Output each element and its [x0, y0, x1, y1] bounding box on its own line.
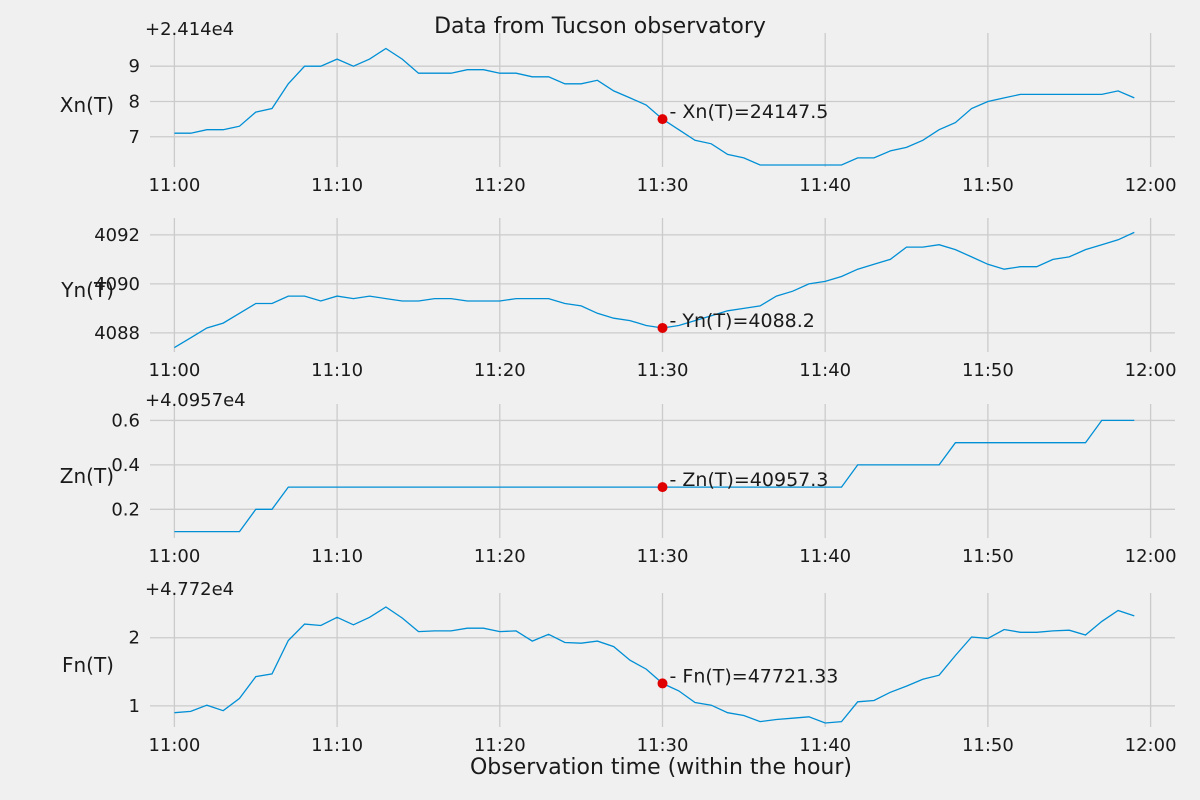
x-tick-label: 11:00	[148, 360, 200, 381]
y-axis-label: Fn(T)	[62, 653, 114, 677]
y-tick-label: 8	[129, 91, 140, 112]
x-tick-label: 11:20	[474, 735, 526, 756]
x-tick-label: 11:30	[637, 546, 689, 567]
x-tick-label: 11:00	[148, 546, 200, 567]
x-tick-label: 11:50	[962, 735, 1014, 756]
panel-xnt: 11:00 11:10 11:20 11:30 11:40 11:50 12:00 7 8 9 Xn…	[60, 19, 1177, 196]
x-tick-label: 11:40	[799, 175, 851, 196]
axis-offset-label: +4.772e4	[145, 579, 234, 600]
y-tick-label: 2	[129, 628, 140, 649]
panels: 11:00 11:10 11:20 11:30 11:40 11:50 12:00 7 8 9 Xn…	[60, 19, 1177, 756]
x-tick-label: 11:20	[474, 546, 526, 567]
marker-point	[657, 322, 668, 333]
y-tick-label: 9	[129, 56, 140, 77]
x-tick-label: 12:00	[1125, 360, 1177, 381]
y-tick-label: 4088	[94, 323, 140, 344]
axis-offset-label: +4.0957e4	[145, 390, 246, 411]
panel-znt: 11:00 11:10 11:20 11:30 11:40 11:50 12:00 0.2 0.…	[60, 390, 1177, 567]
x-tick-label: 11:40	[799, 360, 851, 381]
x-tick-label: 11:30	[637, 360, 689, 381]
y-axis-label: Xn(T)	[60, 93, 114, 117]
panel-ynt: 11:00 11:10 11:20 11:30 11:40 11:50 12:00 4088 4…	[60, 218, 1177, 381]
x-tick-label: 11:50	[962, 175, 1014, 196]
x-tick-label: 12:00	[1125, 175, 1177, 196]
annotation-label: - Zn(T)=40957.3	[670, 469, 829, 491]
x-tick-label: 11:10	[311, 735, 363, 756]
annotation-label: - Yn(T)=4088.2	[670, 310, 815, 332]
x-tick-label: 12:00	[1125, 546, 1177, 567]
x-tick-label: 11:10	[311, 546, 363, 567]
x-tick-label: 11:00	[148, 175, 200, 196]
x-tick-label: 11:30	[637, 735, 689, 756]
x-tick-label: 11:00	[148, 735, 200, 756]
x-tick-label: 11:50	[962, 546, 1014, 567]
y-tick-label: 0.4	[111, 455, 140, 476]
x-tick-label: 11:20	[474, 175, 526, 196]
y-axis-label: Zn(T)	[60, 464, 114, 488]
y-tick-label: 0.2	[111, 499, 140, 520]
x-tick-label: 11:30	[637, 175, 689, 196]
marker-point	[657, 114, 668, 125]
x-axis-label: Observation time (within the hour)	[470, 755, 852, 780]
panel-fnt: 11:00 11:10 11:20 11:30 11:40 11:50 12:00 1 2 Fn(…	[62, 579, 1177, 756]
axis-offset-label: +2.414e4	[145, 19, 234, 40]
series-line-Xn(T)	[174, 47, 1135, 166]
annotation-label: - Fn(T)=47721.33	[670, 665, 839, 687]
y-axis-label: Yn(T)	[60, 278, 114, 302]
series-line-Fn(T)	[174, 606, 1135, 724]
y-tick-label: 0.6	[111, 410, 140, 431]
x-tick-label: 11:10	[311, 360, 363, 381]
x-tick-label: 11:10	[311, 175, 363, 196]
chart-title: Data from Tucson observatory	[434, 14, 766, 39]
marker-point	[657, 482, 668, 493]
x-tick-label: 11:20	[474, 360, 526, 381]
y-tick-label: 4092	[94, 225, 140, 246]
y-tick-label: 1	[129, 696, 140, 717]
series-line-Yn(T)	[174, 231, 1135, 349]
series-line-Zn(T)	[174, 419, 1135, 533]
x-tick-label: 12:00	[1125, 735, 1177, 756]
annotation-label: - Xn(T)=24147.5	[670, 101, 829, 123]
marker-point	[657, 678, 668, 689]
x-tick-label: 11:50	[962, 360, 1014, 381]
x-tick-label: 11:40	[799, 735, 851, 756]
y-tick-label: 4090	[94, 274, 140, 295]
x-tick-label: 11:40	[799, 546, 851, 567]
y-tick-label: 7	[129, 127, 140, 148]
